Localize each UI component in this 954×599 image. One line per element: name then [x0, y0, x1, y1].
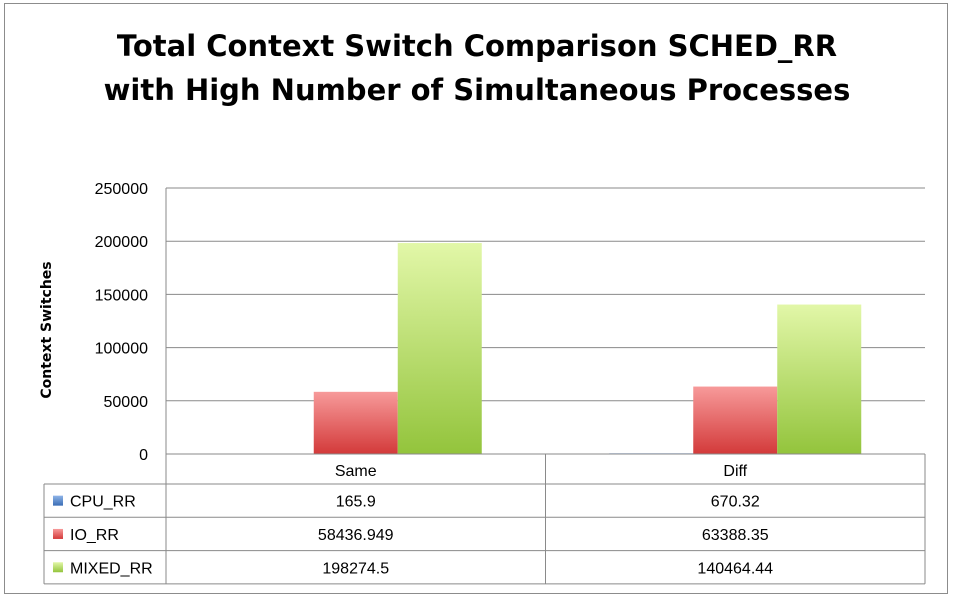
- y-tick-label: 200000: [95, 234, 148, 251]
- bar-io-rr-same: [313, 391, 398, 454]
- legend-label: CPU_RR: [70, 494, 136, 511]
- legend-label: IO_RR: [70, 527, 119, 544]
- chart-title: Total Context Switch Comparison SCHED_RR…: [0, 24, 954, 112]
- y-tick-label: 50000: [104, 394, 149, 411]
- y-axis-tick-labels: 0 50000 100000 150000 200000 250000: [95, 181, 148, 464]
- legend-swatch: [53, 495, 63, 506]
- legend-swatch: [53, 528, 63, 539]
- chart-title-line-1: Total Context Switch Comparison SCHED_RR: [116, 29, 838, 63]
- legend-swatch: [53, 562, 63, 573]
- data-label: 63388.35: [702, 527, 769, 544]
- chart-title-line-2: with High Number of Simultaneous Process…: [103, 73, 851, 107]
- data-label: 670.32: [711, 494, 760, 511]
- y-tick-label: 150000: [95, 287, 148, 304]
- data-table: Same Diff CPU_RR 165.9 670.32 IO_RR 58436.949 6…: [43, 453, 926, 585]
- legend-label: MIXED_RR: [70, 560, 153, 577]
- bar-mixed-rr-diff: [777, 304, 862, 454]
- data-label: 140464.44: [697, 560, 773, 577]
- y-tick-label: 100000: [95, 341, 148, 358]
- y-tick-label: 250000: [95, 181, 148, 198]
- bars: [229, 243, 862, 454]
- x-tick-label: Diff: [723, 463, 747, 480]
- bar-mixed-rr-same: [397, 243, 482, 454]
- data-label: 165.9: [336, 494, 376, 511]
- x-tick-label: Same: [335, 463, 377, 480]
- data-label: 58436.949: [318, 527, 394, 544]
- bar-io-rr-diff: [693, 386, 778, 454]
- y-tick-label: 0: [139, 447, 148, 464]
- y-axis-label: Context Switches: [39, 261, 55, 398]
- data-label: 198274.5: [322, 560, 389, 577]
